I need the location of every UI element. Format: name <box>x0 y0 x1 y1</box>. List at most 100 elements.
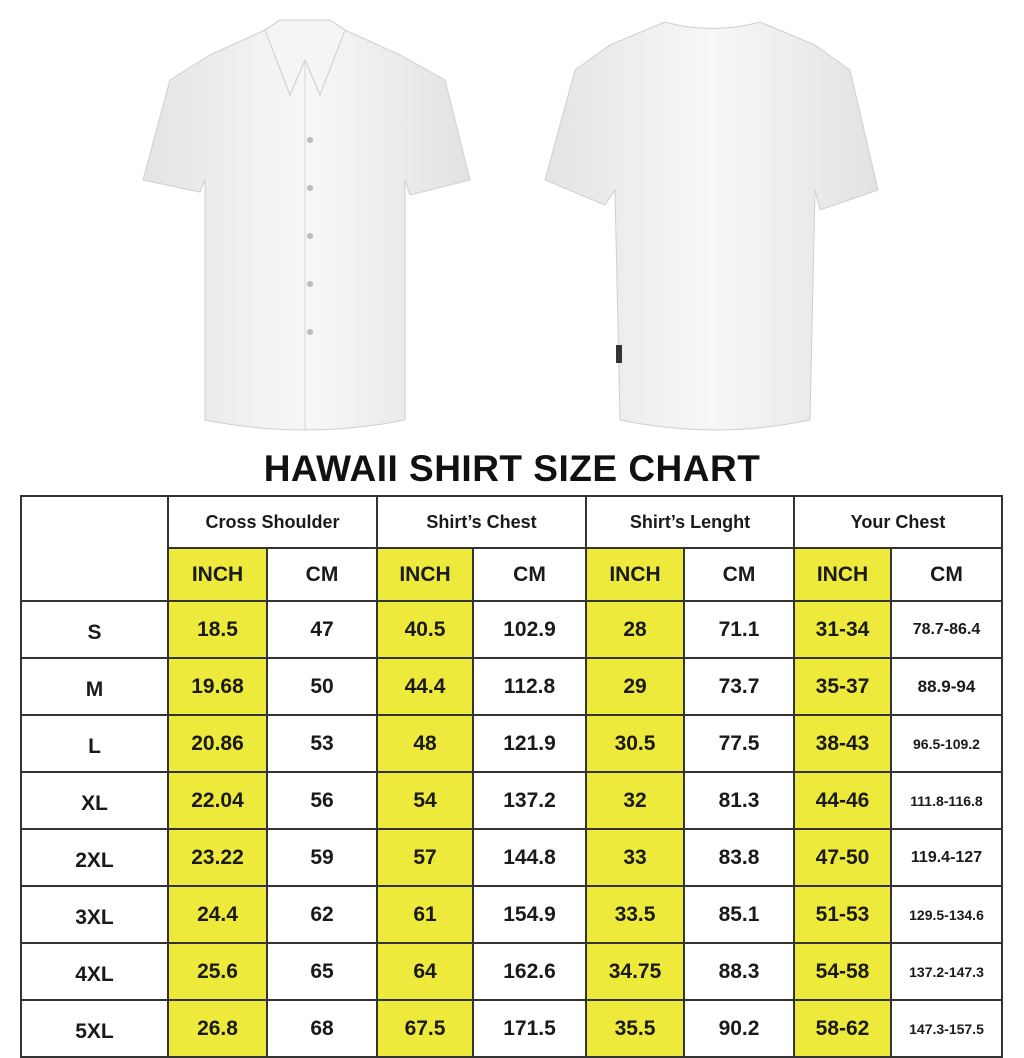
table-row: 2XL 23.22 59 57 144.8 33 83.8 47-50 119.4-127 <box>20 828 1003 887</box>
size-label: 5XL <box>20 999 169 1058</box>
inch-value-cell: 29 <box>585 657 685 716</box>
table-row: M 19.68 50 44.4 112.8 29 73.7 35-37 88.9-94 <box>20 657 1003 716</box>
cm-value-cell: 78.7-86.4 <box>890 600 1003 659</box>
header-row-units: INCH CM INCH CM INCH CM INCH CM <box>21 547 1003 602</box>
inch-value-cell: 35.5 <box>585 999 685 1058</box>
inch-value-cell: 20.86 <box>167 714 268 773</box>
cm-value-cell: 162.6 <box>472 942 587 1001</box>
cm-value-cell: 77.5 <box>683 714 795 773</box>
inch-value-cell: 61 <box>376 885 474 944</box>
inch-value-cell: 44.4 <box>376 657 474 716</box>
size-chart-title: HAWAII SHIRT SIZE CHART <box>263 448 761 489</box>
inch-value-cell: 47-50 <box>793 828 892 887</box>
cm-value-cell: 96.5-109.2 <box>890 714 1003 773</box>
cm-value-cell: 137.2-147.3 <box>890 942 1003 1001</box>
cm-value-cell: 83.8 <box>683 828 795 887</box>
cm-value-cell: 111.8-116.8 <box>890 771 1003 830</box>
inch-value-cell: 22.04 <box>167 771 268 830</box>
cm-value-cell: 50 <box>266 657 378 716</box>
inch-value-cell: 44-46 <box>793 771 892 830</box>
table-row: 5XL 26.8 68 67.5 171.5 35.5 90.2 58-62 147.3-157… <box>20 999 1003 1058</box>
inch-value-cell: 67.5 <box>376 999 474 1058</box>
table-row: L 20.86 53 48 121.9 30.5 77.5 38-43 96.5-109.2 <box>20 714 1003 773</box>
inch-value-cell: 38-43 <box>793 714 892 773</box>
cm-value-cell: 144.8 <box>472 828 587 887</box>
group-header: Cross Shoulder <box>167 495 378 549</box>
group-header: Shirt’s Lenght <box>585 495 795 549</box>
table-row: 3XL 24.4 62 61 154.9 33.5 85.1 51-53 129.5-134.6 <box>20 885 1003 944</box>
cm-value-cell: 102.9 <box>472 600 587 659</box>
cm-value-cell: 121.9 <box>472 714 587 773</box>
size-label: M <box>20 657 169 716</box>
cm-value-cell: 147.3-157.5 <box>890 999 1003 1058</box>
cm-value-cell: 85.1 <box>683 885 795 944</box>
cm-value-cell: 88.9-94 <box>890 657 1003 716</box>
size-label: 3XL <box>20 885 169 944</box>
inch-value-cell: 58-62 <box>793 999 892 1058</box>
size-label: S <box>20 600 169 659</box>
cm-unit-header: CM <box>472 547 587 602</box>
inch-value-cell: 34.75 <box>585 942 685 1001</box>
group-header: Shirt’s Chest <box>376 495 587 549</box>
cm-value-cell: 119.4-127 <box>890 828 1003 887</box>
size-chart-table: Cross Shoulder Shirt’s Chest Shirt’s Lengh… <box>20 495 1003 1058</box>
inch-value-cell: 35-37 <box>793 657 892 716</box>
cm-value-cell: 154.9 <box>472 885 587 944</box>
cm-unit-header: CM <box>890 547 1003 602</box>
inch-value-cell: 54 <box>376 771 474 830</box>
inch-value-cell: 32 <box>585 771 685 830</box>
cm-value-cell: 73.7 <box>683 657 795 716</box>
inch-value-cell: 25.6 <box>167 942 268 1001</box>
cm-value-cell: 71.1 <box>683 600 795 659</box>
cm-value-cell: 65 <box>266 942 378 1001</box>
inch-value-cell: 31-34 <box>793 600 892 659</box>
size-label: XL <box>20 771 169 830</box>
inch-unit-header: INCH <box>376 547 474 602</box>
cm-value-cell: 56 <box>266 771 378 830</box>
inch-value-cell: 23.22 <box>167 828 268 887</box>
cm-value-cell: 129.5-134.6 <box>890 885 1003 944</box>
inch-value-cell: 48 <box>376 714 474 773</box>
inch-value-cell: 30.5 <box>585 714 685 773</box>
cm-value-cell: 59 <box>266 828 378 887</box>
inch-value-cell: 28 <box>585 600 685 659</box>
cm-value-cell: 68 <box>266 999 378 1058</box>
size-label: 4XL <box>20 942 169 1001</box>
table-row: S 18.5 47 40.5 102.9 28 71.1 31-34 78.7-86.4 <box>20 600 1003 659</box>
table-row: 4XL 25.6 65 64 162.6 34.75 88.3 54-58 137.2-147.… <box>20 942 1003 1001</box>
group-header: Your Chest <box>793 495 1003 549</box>
inch-value-cell: 40.5 <box>376 600 474 659</box>
corner-cell <box>20 495 169 602</box>
shirt-front-image <box>142 19 471 431</box>
cm-value-cell: 47 <box>266 600 378 659</box>
inch-value-cell: 26.8 <box>167 999 268 1058</box>
inch-unit-header: INCH <box>585 547 685 602</box>
inch-value-cell: 18.5 <box>167 600 268 659</box>
header-row-groups: Cross Shoulder Shirt’s Chest Shirt’s Lengh… <box>20 495 1003 602</box>
cm-unit-header: CM <box>683 547 795 602</box>
size-label: 2XL <box>20 828 169 887</box>
inch-unit-header: INCH <box>793 547 892 602</box>
cm-value-cell: 62 <box>266 885 378 944</box>
cm-value-cell: 112.8 <box>472 657 587 716</box>
inch-unit-header: INCH <box>167 547 268 602</box>
cm-value-cell: 88.3 <box>683 942 795 1001</box>
cm-value-cell: 171.5 <box>472 999 587 1058</box>
inch-value-cell: 19.68 <box>167 657 268 716</box>
inch-value-cell: 51-53 <box>793 885 892 944</box>
inch-value-cell: 64 <box>376 942 474 1001</box>
shirt-images <box>142 19 879 431</box>
cm-value-cell: 90.2 <box>683 999 795 1058</box>
cm-unit-header: CM <box>266 547 378 602</box>
inch-value-cell: 24.4 <box>167 885 268 944</box>
size-label: L <box>20 714 169 773</box>
cm-value-cell: 53 <box>266 714 378 773</box>
inch-value-cell: 33.5 <box>585 885 685 944</box>
inch-value-cell: 33 <box>585 828 685 887</box>
cm-value-cell: 137.2 <box>472 771 587 830</box>
cm-value-cell: 81.3 <box>683 771 795 830</box>
inch-value-cell: 57 <box>376 828 474 887</box>
shirt-back-image <box>544 21 879 431</box>
inch-value-cell: 54-58 <box>793 942 892 1001</box>
table-row: XL 22.04 56 54 137.2 32 81.3 44-46 111.8-116.8 <box>20 771 1003 830</box>
